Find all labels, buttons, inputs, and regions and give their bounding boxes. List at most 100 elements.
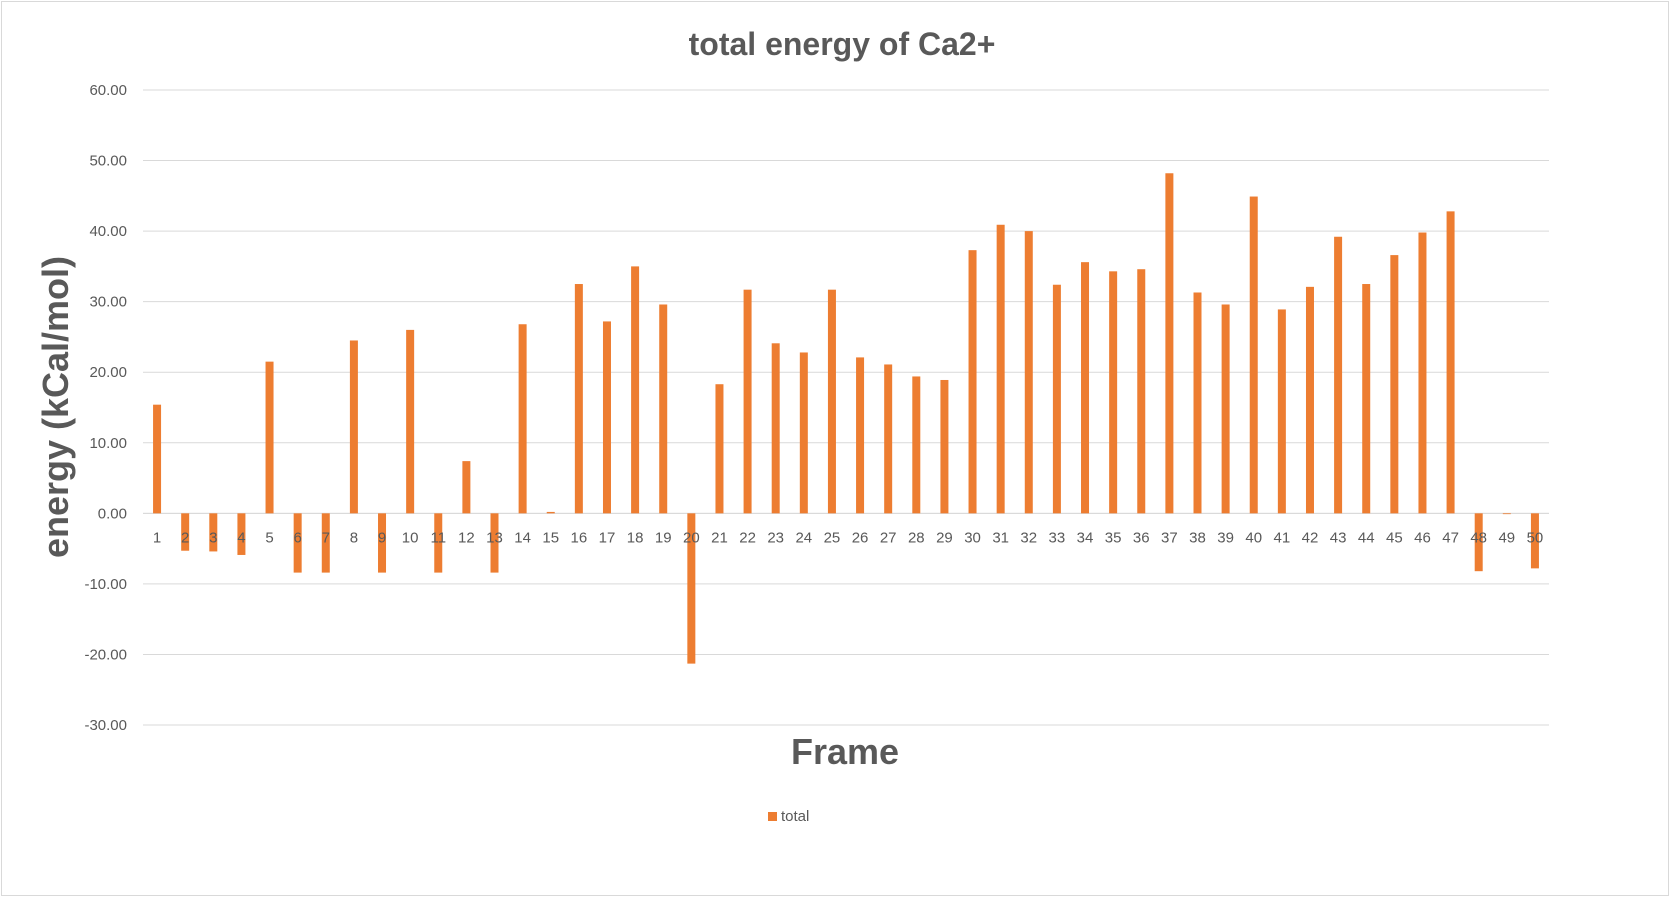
bar-frame-17 — [602, 321, 611, 514]
y-tick-label: 60.00 — [89, 82, 127, 99]
y-axis-tick-labels: 60.00 50.00 40.00 30.00 20.00 10.00 0.00 -10.00… — [84, 82, 127, 734]
legend-label: total — [781, 808, 809, 825]
x-tick-label: 43 — [1330, 529, 1347, 546]
bar-frame-48 — [1474, 513, 1483, 572]
bar-frame-27 — [884, 364, 893, 514]
bar-frame-26 — [856, 357, 865, 514]
bar-frame-34 — [1081, 262, 1090, 514]
x-tick-label: 40 — [1245, 529, 1262, 546]
bar-frame-25 — [827, 289, 836, 514]
x-tick-label: 41 — [1274, 529, 1291, 546]
bar-frame-44 — [1362, 284, 1371, 514]
x-tick-label: 14 — [514, 529, 531, 546]
bar-frame-49 — [1502, 513, 1511, 515]
legend-swatch — [768, 812, 777, 821]
bar-frame-6 — [293, 513, 302, 573]
x-tick-label: 37 — [1161, 529, 1178, 546]
x-axis-tick-labels: 1 2 3 4 5 6 7 8 9 10 11 12 13 14 15 16 17 18 19 20 21 22 23 24 2… — [153, 529, 1543, 546]
y-tick-label: -30.00 — [84, 717, 127, 734]
x-tick-label: 39 — [1217, 529, 1234, 546]
x-axis-title: Frame — [791, 731, 899, 772]
bar-frame-40 — [1249, 196, 1258, 514]
y-tick-label: -20.00 — [84, 646, 127, 663]
bar-frame-38 — [1193, 292, 1202, 514]
bar-frame-45 — [1390, 255, 1399, 514]
x-tick-label: 13 — [486, 529, 503, 546]
x-tick-label: 50 — [1527, 529, 1544, 546]
bar-frame-19 — [659, 304, 668, 514]
bar-frame-33 — [1052, 284, 1061, 514]
x-tick-label: 27 — [880, 529, 897, 546]
x-tick-label: 16 — [571, 529, 588, 546]
bar-frame-30 — [968, 250, 977, 514]
x-tick-label: 19 — [655, 529, 672, 546]
bar-frame-14 — [518, 324, 527, 514]
chart-title: total energy of Ca2+ — [689, 26, 996, 62]
bar-frame-1 — [153, 404, 162, 514]
y-tick-label: 20.00 — [89, 364, 127, 381]
bar-frame-36 — [1137, 269, 1146, 514]
x-tick-label: 1 — [153, 529, 161, 546]
bar-frame-7 — [321, 513, 330, 573]
x-tick-label: 22 — [739, 529, 756, 546]
x-tick-label: 12 — [458, 529, 475, 546]
bar-frame-32 — [1024, 231, 1033, 514]
x-tick-label: 49 — [1498, 529, 1515, 546]
bar-frame-29 — [940, 379, 949, 514]
bar-frame-9 — [378, 513, 387, 573]
bar-frame-12 — [462, 461, 471, 514]
x-tick-label: 20 — [683, 529, 700, 546]
x-tick-label: 33 — [1049, 529, 1066, 546]
bar-frame-28 — [912, 376, 921, 514]
bar-frame-46 — [1418, 232, 1427, 514]
x-tick-label: 42 — [1302, 529, 1319, 546]
x-tick-label: 24 — [795, 529, 812, 546]
bar-frame-13 — [490, 513, 499, 573]
bar-frame-23 — [771, 343, 780, 514]
bar-frame-24 — [799, 352, 808, 514]
x-tick-label: 30 — [964, 529, 981, 546]
bar-frame-4 — [237, 513, 246, 555]
y-tick-label: 10.00 — [89, 435, 127, 452]
x-tick-label: 48 — [1470, 529, 1487, 546]
x-tick-label: 38 — [1189, 529, 1206, 546]
bar-frame-31 — [996, 224, 1005, 514]
x-tick-label: 36 — [1133, 529, 1150, 546]
bar-frame-37 — [1165, 173, 1174, 514]
x-tick-label: 4 — [237, 529, 245, 546]
x-tick-label: 46 — [1414, 529, 1431, 546]
x-tick-label: 34 — [1077, 529, 1094, 546]
legend: total — [768, 808, 809, 825]
bar-frame-3 — [209, 513, 218, 552]
x-tick-label: 32 — [1020, 529, 1037, 546]
bar-frame-41 — [1277, 309, 1286, 514]
x-tick-label: 28 — [908, 529, 925, 546]
bar-frame-5 — [265, 361, 274, 514]
y-tick-label: 30.00 — [89, 294, 127, 311]
bar-frame-2 — [181, 513, 190, 551]
x-tick-label: 44 — [1358, 529, 1375, 546]
bar-frame-15 — [546, 511, 555, 514]
x-tick-label: 15 — [542, 529, 559, 546]
bar-frame-22 — [743, 289, 752, 514]
x-tick-label: 3 — [209, 529, 217, 546]
y-tick-label: 40.00 — [89, 223, 127, 240]
bar-frame-50 — [1530, 513, 1539, 569]
y-tick-label: 0.00 — [98, 505, 127, 522]
x-tick-label: 45 — [1386, 529, 1403, 546]
x-tick-label: 29 — [936, 529, 953, 546]
x-tick-label: 10 — [402, 529, 419, 546]
x-tick-label: 11 — [430, 529, 446, 546]
bar-frame-35 — [1109, 271, 1118, 514]
bar-frame-11 — [434, 513, 443, 573]
bar-frame-16 — [574, 284, 583, 514]
x-tick-label: 21 — [711, 529, 728, 546]
bar-frame-8 — [349, 340, 358, 514]
x-tick-label: 31 — [992, 529, 1009, 546]
x-tick-label: 35 — [1105, 529, 1122, 546]
bar-frame-18 — [631, 266, 640, 514]
y-tick-label: -10.00 — [84, 576, 127, 593]
bar-frame-39 — [1221, 304, 1230, 514]
